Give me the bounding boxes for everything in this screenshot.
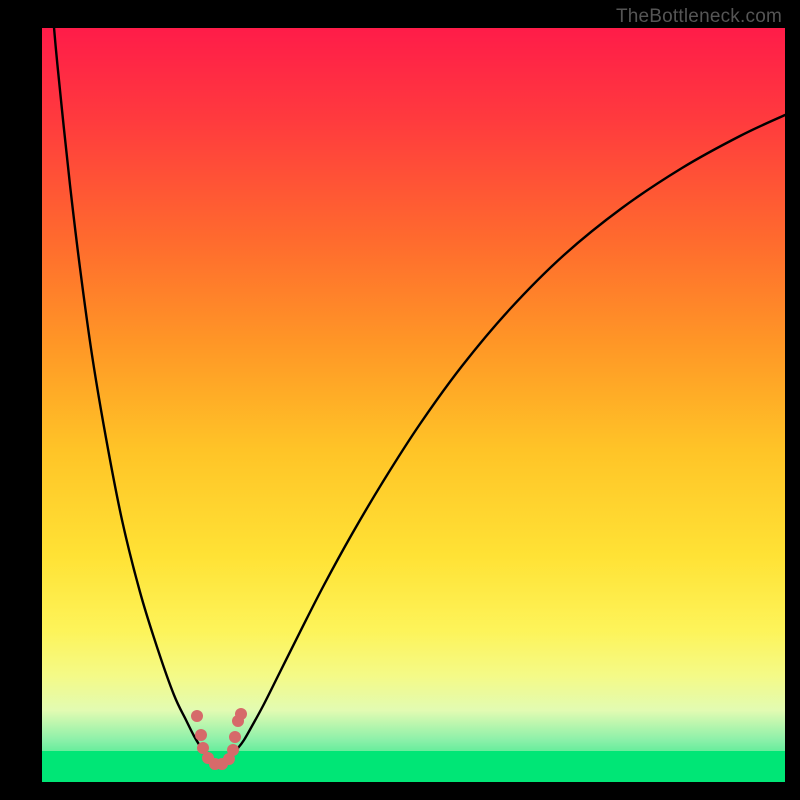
marker-dot — [191, 710, 203, 722]
marker-dot — [227, 744, 239, 756]
marker-dot — [229, 731, 241, 743]
bottleneck-chart — [0, 0, 800, 800]
plot-area — [42, 28, 785, 782]
green-bottom-band — [42, 751, 785, 782]
marker-dot — [235, 708, 247, 720]
marker-dot — [195, 729, 207, 741]
watermark-text: TheBottleneck.com — [616, 6, 782, 28]
